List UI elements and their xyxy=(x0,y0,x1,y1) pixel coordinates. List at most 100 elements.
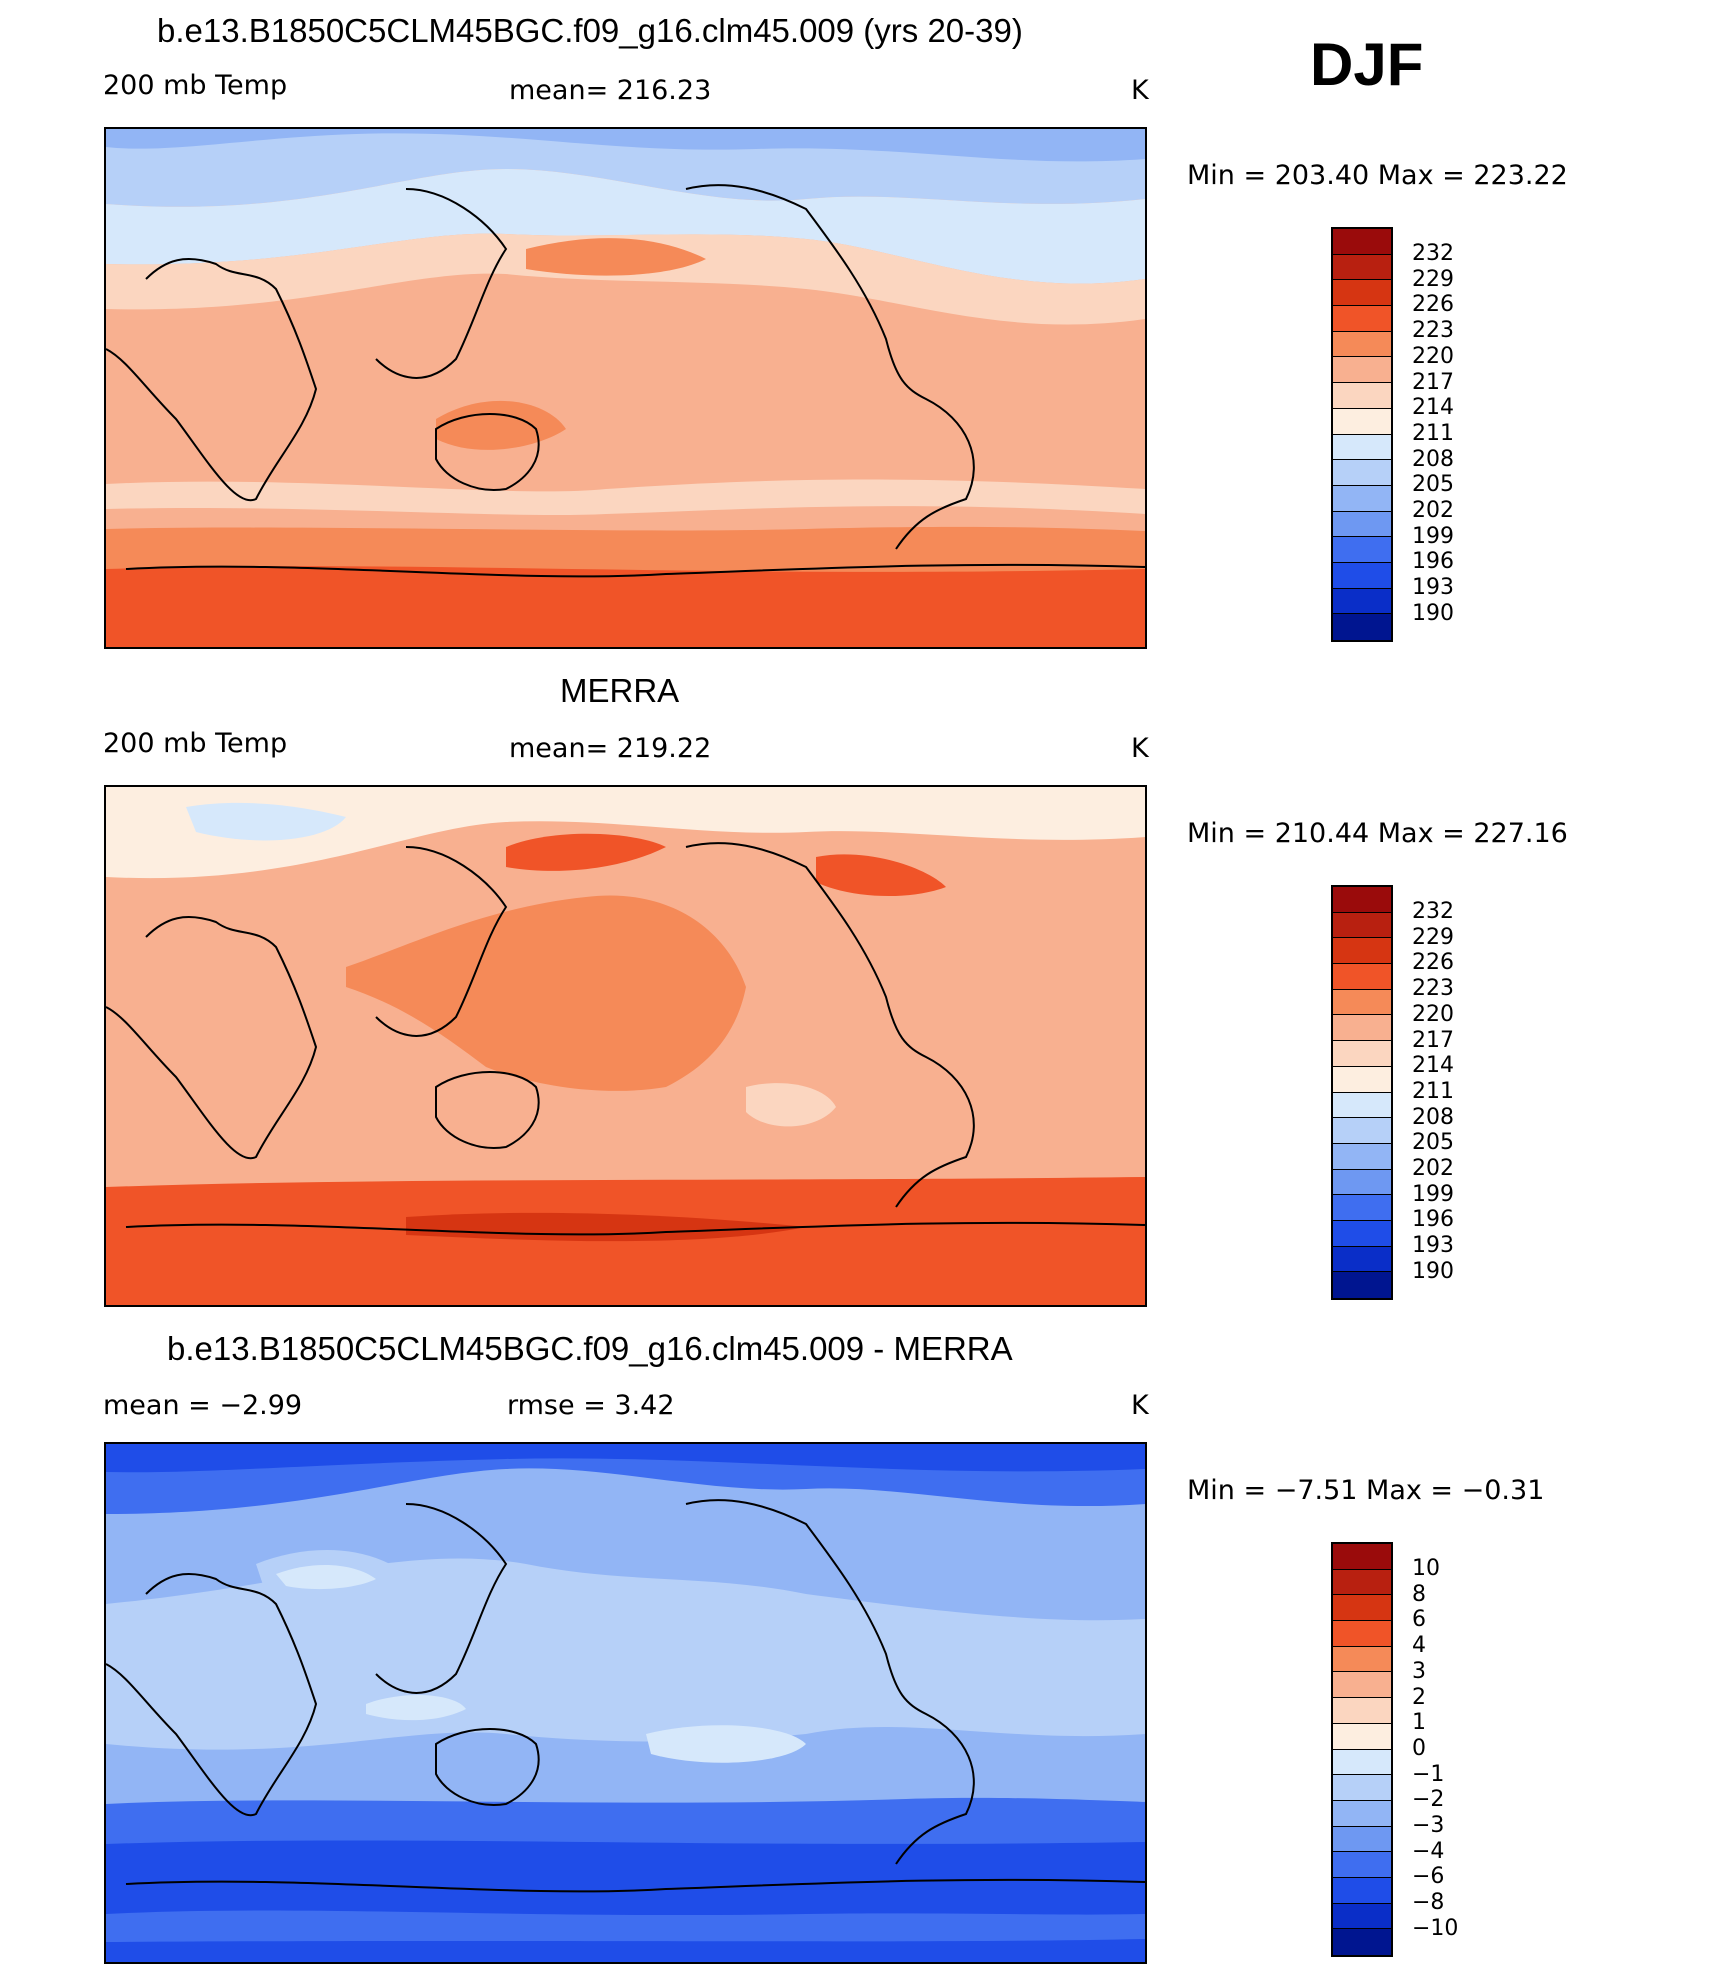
field-band-arctic-cold xyxy=(106,1444,1145,1473)
colorbar-tick-label: 6 xyxy=(1412,1607,1426,1633)
field-pacific-lighter xyxy=(646,1725,806,1763)
colorbar-tick-label: 4 xyxy=(1412,1633,1426,1659)
colorbar-swatch xyxy=(1333,1903,1391,1930)
colorbar-tick-label: −1 xyxy=(1412,1761,1445,1787)
colorbar-swatch xyxy=(1333,1041,1391,1067)
colorbar-swatch xyxy=(1333,614,1391,640)
min-max-label: Min = −7.51 Max = −0.31 xyxy=(1187,1475,1545,1506)
colorbar-tick-label: 202 xyxy=(1412,498,1454,523)
colorbar-tick-label: 226 xyxy=(1412,292,1454,318)
panel-title: MERRA xyxy=(560,672,680,709)
coastlines xyxy=(106,842,1145,1236)
colorbar-tick-label: 229 xyxy=(1412,924,1454,950)
field-band-north-light xyxy=(106,169,1145,284)
colorbar-tick-label: 220 xyxy=(1412,343,1454,369)
colorbar-tick-label: −4 xyxy=(1412,1838,1445,1864)
colorbar-swatch xyxy=(1333,1698,1391,1724)
field-blue-patch xyxy=(186,802,346,841)
colorbar-tick-label: 193 xyxy=(1412,1233,1454,1259)
field-asia-lighter xyxy=(276,1564,376,1590)
units-label: K xyxy=(1131,75,1149,106)
colorbar-tick-label: 223 xyxy=(1412,318,1454,344)
colorbar-swatch xyxy=(1333,1800,1391,1827)
colorbar-swatch xyxy=(1333,229,1391,255)
colorbar-tick-label: 199 xyxy=(1412,1181,1454,1207)
colorbar-tick-label: 10 xyxy=(1412,1556,1440,1581)
colorbar-swatch xyxy=(1333,1015,1391,1042)
colorbar-1 xyxy=(1331,227,1393,643)
colorbar-tick-label: 1 xyxy=(1412,1710,1426,1736)
colorbar-swatch xyxy=(1333,938,1391,965)
colorbar-tick-label: 8 xyxy=(1412,1581,1426,1607)
colorbar-tick-label: 199 xyxy=(1412,523,1454,549)
colorbar-tick-label: 190 xyxy=(1412,1258,1454,1284)
colorbar-swatch xyxy=(1333,1246,1391,1273)
colorbar-tick-label: 223 xyxy=(1412,976,1454,1002)
colorbar-tick-label: 190 xyxy=(1412,600,1454,626)
field-band-arctic-cold xyxy=(106,129,1145,162)
field-warm-central xyxy=(346,895,746,1091)
colorbar-tick-label: 214 xyxy=(1412,1053,1454,1079)
field-band-south-colder xyxy=(106,1840,1145,1962)
colorbar-swatch xyxy=(1333,1672,1391,1699)
field-band-polar-warm xyxy=(106,566,1145,647)
min-max-label: Min = 203.40 Max = 223.22 xyxy=(1187,160,1568,191)
colorbar-swatch xyxy=(1333,306,1391,332)
colorbar-tick-label: 214 xyxy=(1412,395,1454,421)
colorbar-swatch xyxy=(1333,280,1391,307)
colorbar-tick-label: 208 xyxy=(1412,1104,1454,1130)
colorbar-tick-label: −10 xyxy=(1412,1915,1459,1941)
field-band-subtropic-light xyxy=(106,233,1145,325)
field-tropic-warm-2 xyxy=(436,400,566,450)
field-warm-north xyxy=(506,833,666,871)
colorbar-swatch xyxy=(1333,408,1391,435)
colorbar-swatch xyxy=(1333,460,1391,486)
colorbar-swatch xyxy=(1333,562,1391,589)
colorbar-swatch xyxy=(1333,511,1391,538)
panel-title: b.e13.B1850C5CLM45BGC.f09_g16.clm45.009 … xyxy=(157,12,1023,49)
colorbar-tick-label: 229 xyxy=(1412,266,1454,292)
colorbar-tick-label: 196 xyxy=(1412,1207,1454,1233)
colorbar-swatch xyxy=(1333,434,1391,461)
colorbar-swatch xyxy=(1333,1621,1391,1647)
variable-label: 200 mb Temp xyxy=(103,70,288,101)
colorbar-tick-label: 196 xyxy=(1412,549,1454,575)
colorbar-swatch xyxy=(1333,485,1391,512)
colorbar-swatch xyxy=(1333,1749,1391,1776)
panel-title: b.e13.B1850C5CLM45BGC.f09_g16.clm45.009 … xyxy=(167,1330,1013,1367)
field-band-mid-light xyxy=(106,1558,1145,1750)
colorbar-tick-label: −3 xyxy=(1412,1813,1445,1838)
colorbar-tick-label: 226 xyxy=(1412,950,1454,976)
rmse-label: rmse = 3.42 xyxy=(507,1390,675,1421)
season-label: DJF xyxy=(1310,31,1424,98)
field-band-south-light xyxy=(106,479,1145,516)
colorbar-swatch xyxy=(1333,1220,1391,1247)
colorbar-tick-label: 2 xyxy=(1412,1684,1426,1710)
colorbar-swatch xyxy=(1333,887,1391,913)
colorbar-tick-label: 193 xyxy=(1412,575,1454,601)
colorbar-swatch xyxy=(1333,1646,1391,1673)
colorbar-swatch xyxy=(1333,383,1391,409)
colorbar-swatch xyxy=(1333,1723,1391,1750)
colorbar-swatch xyxy=(1333,1118,1391,1144)
colorbar-swatch xyxy=(1333,1569,1391,1596)
colorbar-tick-label: −6 xyxy=(1412,1864,1445,1890)
colorbar-swatch xyxy=(1333,989,1391,1016)
map-difference xyxy=(104,1442,1147,1964)
mean-label: mean = −2.99 xyxy=(103,1390,303,1421)
mean-label: mean= 219.22 xyxy=(509,733,712,764)
colorbar-tick-label: 232 xyxy=(1412,241,1454,266)
colorbar-swatch xyxy=(1333,1066,1391,1093)
colorbar-swatch xyxy=(1333,588,1391,615)
colorbar-tick-label: 232 xyxy=(1412,899,1454,924)
colorbar-tick-label: −2 xyxy=(1412,1787,1445,1813)
colorbar-swatch xyxy=(1333,357,1391,384)
min-max-label: Min = 210.44 Max = 227.16 xyxy=(1187,818,1568,849)
field-light-pacific xyxy=(746,1083,836,1127)
colorbar-3 xyxy=(1331,1542,1393,1958)
colorbar-tick-label: −8 xyxy=(1412,1890,1445,1916)
colorbar-tick-label: 211 xyxy=(1412,420,1454,446)
field-warm-canada xyxy=(816,854,946,897)
colorbar-tick-label: 202 xyxy=(1412,1156,1454,1181)
colorbar-swatch xyxy=(1333,1877,1391,1904)
